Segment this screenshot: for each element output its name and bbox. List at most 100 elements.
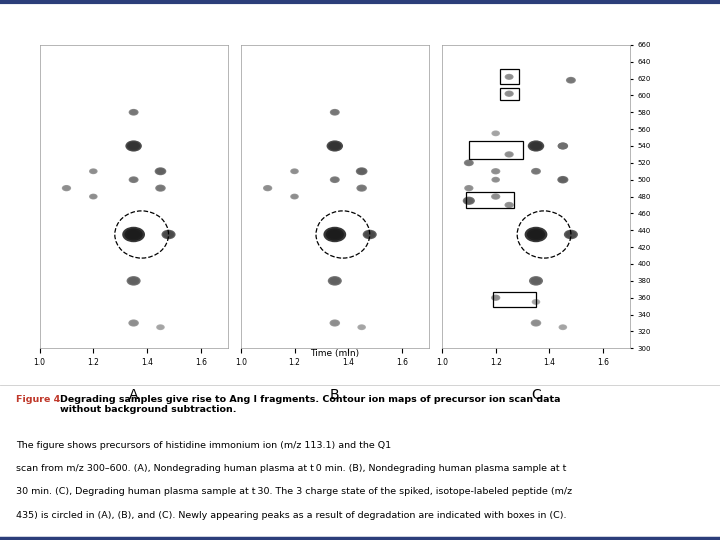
Ellipse shape [561, 145, 565, 147]
Ellipse shape [506, 75, 512, 79]
Ellipse shape [361, 327, 363, 328]
Ellipse shape [158, 326, 162, 328]
Ellipse shape [465, 198, 472, 203]
Ellipse shape [125, 140, 142, 152]
Ellipse shape [327, 140, 343, 152]
Ellipse shape [356, 167, 367, 176]
Ellipse shape [505, 152, 513, 157]
Text: scan from m/z 300–600. (A), Nondegrading human plasma at t 0 min. (B), Nondegrad: scan from m/z 300–600. (A), Nondegrading… [16, 464, 566, 474]
Ellipse shape [130, 321, 137, 325]
Bar [493, 292, 536, 307]
Ellipse shape [92, 196, 94, 197]
Ellipse shape [90, 194, 96, 199]
Ellipse shape [495, 297, 497, 299]
Ellipse shape [291, 194, 298, 199]
Ellipse shape [493, 170, 498, 173]
Ellipse shape [334, 179, 336, 180]
Ellipse shape [559, 144, 566, 148]
Text: 30 min. (C), Degrading human plasma sample at t 30. The 3 charge state of the sp: 30 min. (C), Degrading human plasma samp… [16, 488, 572, 496]
Ellipse shape [561, 145, 564, 147]
Ellipse shape [130, 110, 137, 114]
Ellipse shape [166, 233, 171, 237]
Ellipse shape [334, 112, 336, 113]
Ellipse shape [491, 177, 500, 183]
Ellipse shape [557, 176, 568, 184]
Ellipse shape [66, 187, 68, 189]
Ellipse shape [329, 277, 341, 285]
Ellipse shape [508, 204, 511, 206]
Ellipse shape [357, 185, 366, 191]
Ellipse shape [561, 326, 564, 328]
Ellipse shape [127, 141, 140, 151]
Ellipse shape [330, 110, 339, 115]
Ellipse shape [570, 79, 572, 81]
Ellipse shape [294, 196, 295, 197]
Ellipse shape [330, 143, 340, 150]
Text: 435) is circled in (A), (B), and (C). Newly appearing peaks as a result of degra: 435) is circled in (A), (B), and (C). Ne… [16, 510, 567, 519]
Ellipse shape [492, 194, 500, 199]
Ellipse shape [464, 159, 474, 166]
Ellipse shape [157, 325, 164, 329]
Ellipse shape [128, 277, 139, 285]
Ellipse shape [63, 186, 69, 190]
Ellipse shape [361, 187, 363, 189]
Ellipse shape [534, 145, 538, 147]
Ellipse shape [495, 133, 497, 134]
Ellipse shape [559, 177, 567, 183]
Ellipse shape [328, 141, 341, 151]
Ellipse shape [464, 198, 474, 204]
Ellipse shape [131, 279, 136, 283]
Ellipse shape [167, 233, 170, 235]
Ellipse shape [534, 322, 538, 325]
Ellipse shape [132, 322, 136, 325]
Bar [469, 141, 523, 159]
Ellipse shape [161, 230, 176, 239]
Ellipse shape [534, 280, 537, 282]
Ellipse shape [564, 230, 578, 239]
Ellipse shape [566, 77, 576, 84]
Ellipse shape [533, 144, 539, 148]
Ellipse shape [532, 168, 540, 174]
Ellipse shape [529, 141, 543, 151]
Ellipse shape [89, 168, 98, 174]
Ellipse shape [534, 279, 539, 283]
Ellipse shape [491, 168, 500, 174]
Ellipse shape [570, 233, 572, 235]
Ellipse shape [505, 202, 513, 207]
Ellipse shape [361, 171, 363, 172]
Ellipse shape [358, 169, 365, 174]
Ellipse shape [359, 187, 364, 190]
Ellipse shape [266, 187, 269, 190]
Ellipse shape [506, 152, 512, 156]
Ellipse shape [290, 168, 299, 174]
Ellipse shape [533, 169, 539, 173]
Ellipse shape [128, 320, 139, 327]
Ellipse shape [90, 169, 96, 174]
Ellipse shape [492, 168, 500, 174]
Ellipse shape [559, 325, 567, 329]
Ellipse shape [534, 170, 538, 173]
Ellipse shape [62, 185, 71, 191]
Ellipse shape [506, 203, 512, 207]
Ellipse shape [330, 320, 340, 327]
Ellipse shape [266, 187, 269, 189]
Ellipse shape [562, 145, 564, 147]
Ellipse shape [466, 186, 472, 190]
Ellipse shape [330, 109, 340, 116]
Ellipse shape [333, 233, 337, 236]
Ellipse shape [293, 170, 296, 172]
Ellipse shape [467, 199, 472, 202]
Ellipse shape [495, 179, 497, 180]
Ellipse shape [568, 78, 574, 82]
Bar [466, 192, 515, 208]
Ellipse shape [493, 132, 498, 135]
Ellipse shape [531, 277, 541, 285]
Ellipse shape [492, 295, 500, 300]
Ellipse shape [465, 160, 473, 166]
Ellipse shape [130, 110, 138, 115]
Ellipse shape [263, 185, 272, 191]
Ellipse shape [525, 227, 547, 242]
Ellipse shape [63, 186, 70, 191]
Ellipse shape [333, 145, 336, 147]
Ellipse shape [130, 177, 138, 183]
